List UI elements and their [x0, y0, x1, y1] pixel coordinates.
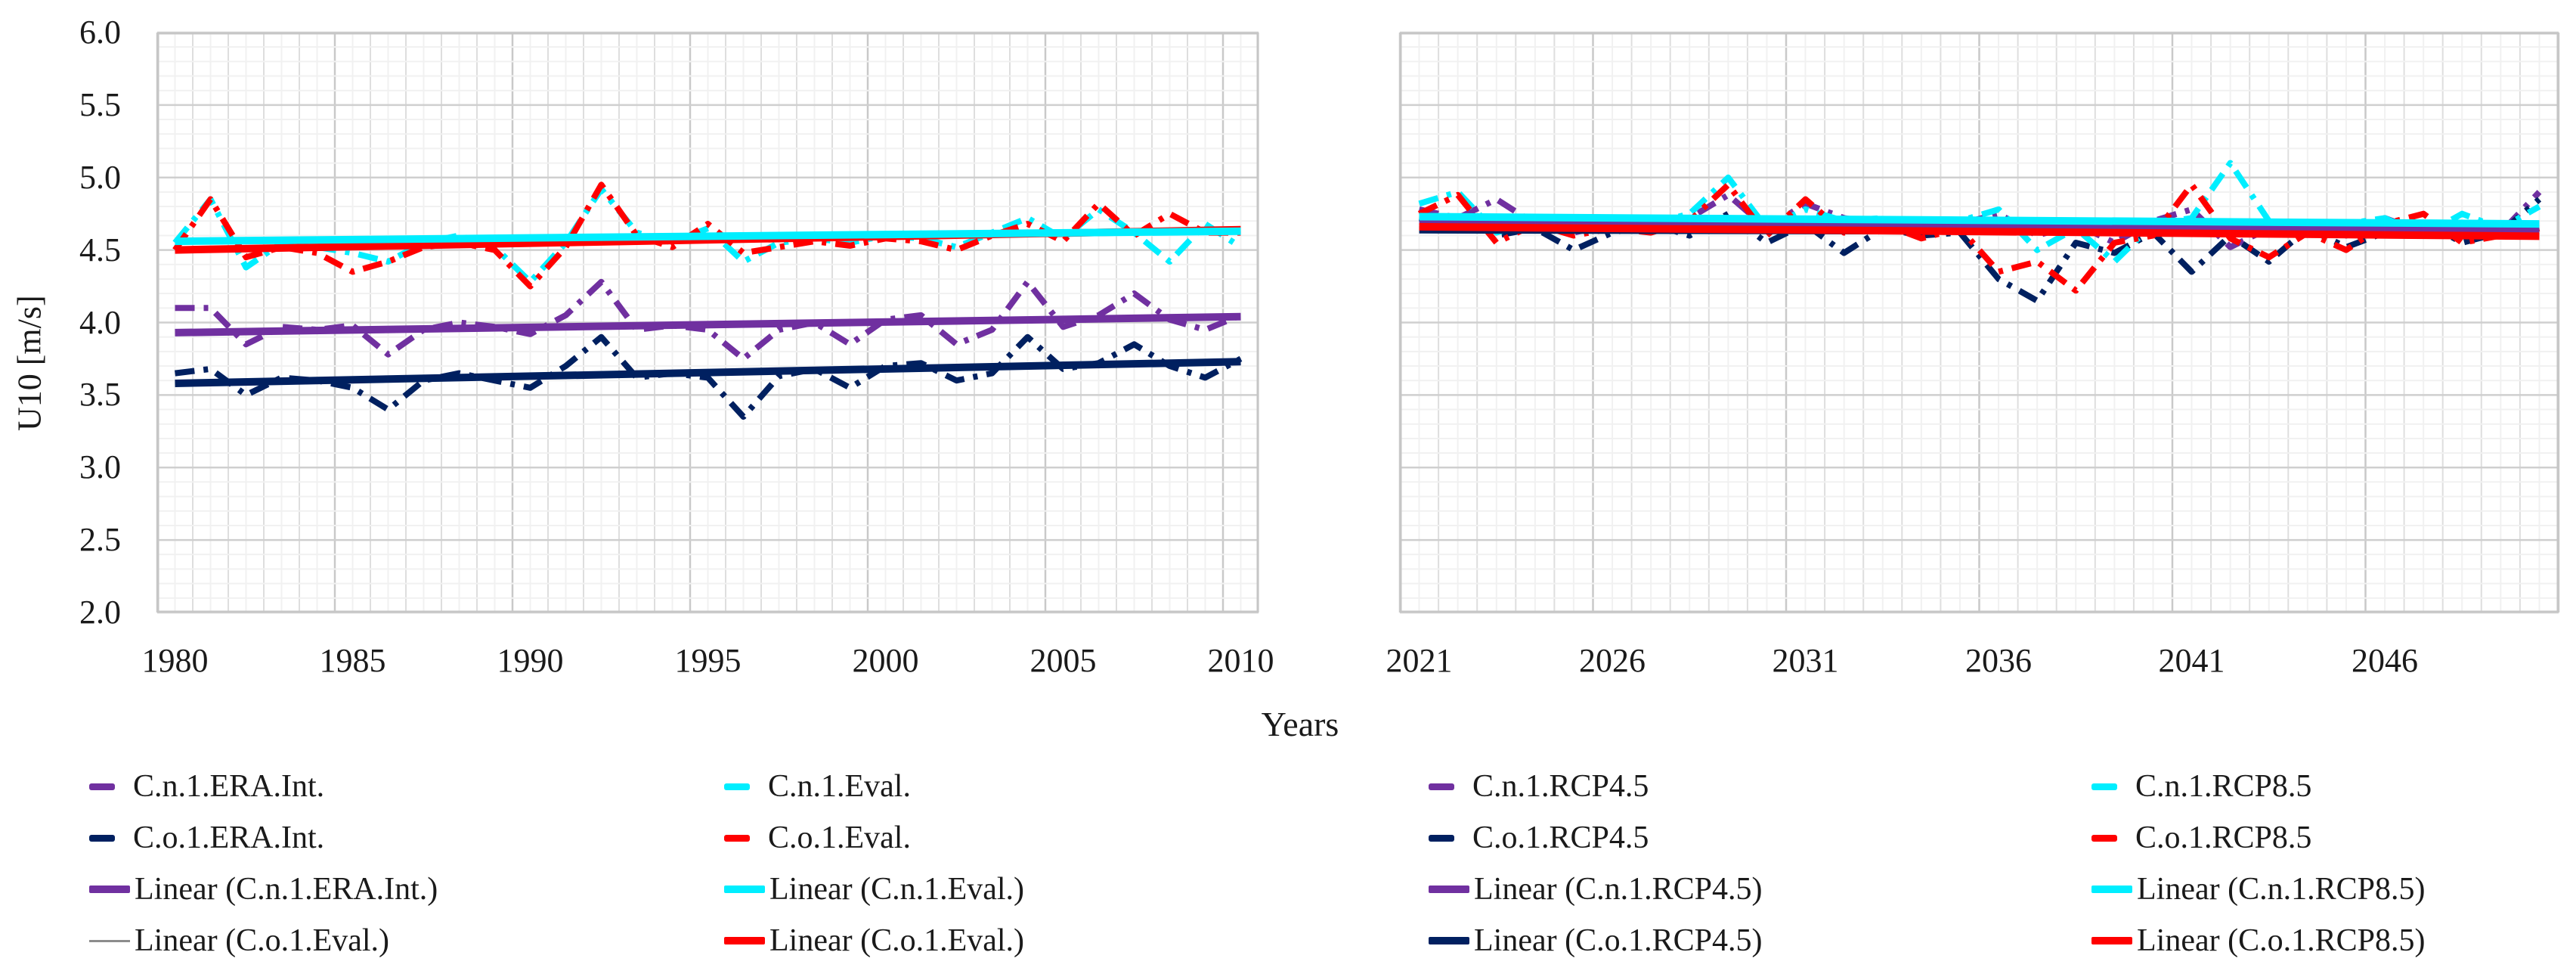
x-tick-label: 2031: [1772, 642, 1839, 679]
y-tick-label: 6.0: [79, 14, 121, 51]
legend-item: Linear (C.n.1.RCP4.5): [1429, 864, 2064, 915]
legend-swatch-dash: [2091, 834, 2117, 842]
x-tick-label: 1995: [674, 642, 742, 679]
legend-item: C.n.1.Eval.: [724, 761, 1359, 812]
legend-swatch-dash: [89, 783, 115, 790]
legend-label: Linear (C.o.1.RCP4.5): [1474, 923, 1763, 958]
legend-item: Linear (C.o.1.Eval.): [724, 915, 1359, 966]
legend-swatch-line: [1429, 886, 1469, 893]
legend-swatch-line: [2091, 937, 2132, 944]
x-tick-label: 1985: [319, 642, 386, 679]
series-line-c-n-1-eval-: [172, 186, 1243, 285]
x-tick-label: 2010: [1207, 642, 1274, 679]
series-line-c-o-1-rcp4-5: [1419, 197, 2542, 304]
legend-swatch-dash: [724, 783, 750, 790]
trendline-linear-c-n-1-eval-: [175, 227, 1241, 246]
legend-item: Linear (C.o.1.Eval.): [89, 915, 724, 966]
legend-item: Linear (C.n.1.Eval.): [724, 864, 1359, 915]
trendline-linear-c-n-1-rcp8-5-: [1419, 212, 2540, 228]
y-tick-label: 5.5: [79, 85, 121, 123]
legend-label: Linear (C.o.1.RCP8.5): [2137, 923, 2426, 958]
legend-swatch-dash: [2091, 783, 2117, 790]
legend-swatch-dash: [724, 834, 750, 842]
left-chart-canvas: [156, 31, 1259, 614]
legend-swatch-line: [1429, 937, 1469, 944]
x-tick-label: 2036: [1965, 642, 2033, 679]
legend-column: C.n.1.Eval. C.o.1.Eval. Linear (C.n.1.Eval…: [724, 761, 1359, 966]
y-tick-label: 5.0: [79, 158, 121, 196]
y-tick-label: 2.5: [79, 521, 121, 559]
legend-label: Linear (C.n.1.RCP8.5): [2137, 872, 2426, 907]
legend-item: Linear (C.o.1.RCP8.5): [2091, 915, 2576, 966]
chart-legend: C.n.1.ERA.Int. C.o.1.ERA.Int. Linear (C.n.…: [0, 761, 2576, 977]
x-tick-label: 2021: [1386, 642, 1453, 679]
trendline-linear-c-n-1-rcp4-5-: [1419, 218, 2540, 233]
legend-item: C.o.1.RCP8.5: [2091, 812, 2576, 864]
legend-swatch-thinline: [89, 939, 130, 942]
legend-label: Linear (C.n.1.RCP4.5): [1474, 872, 1763, 907]
trendline-linear-c-n-1-era-int-: [175, 312, 1241, 337]
y-tick-label: 3.5: [79, 376, 121, 414]
legend-label: C.n.1.ERA.Int.: [133, 769, 325, 804]
legend-label: C.o.1.Eval.: [768, 820, 911, 855]
legend-swatch-line: [724, 937, 765, 944]
legend-swatch-dash: [89, 834, 115, 842]
legend-label: C.n.1.Eval.: [768, 769, 911, 804]
legend-label: C.n.1.RCP4.5: [1472, 769, 1649, 804]
right-chart-plot-area: [1398, 31, 2560, 614]
legend-label: C.o.1.ERA.Int.: [133, 820, 325, 855]
legend-item: C.n.1.RCP8.5: [2091, 761, 2576, 812]
legend-swatch-dash: [1429, 783, 1454, 790]
x-tick-label: 2041: [2158, 642, 2225, 679]
legend-item: C.n.1.ERA.Int.: [89, 761, 724, 812]
legend-item: C.o.1.Eval.: [724, 812, 1359, 864]
x-tick-label: 2046: [2352, 642, 2419, 679]
legend-label: Linear (C.n.1.Eval.): [769, 872, 1025, 907]
x-tick-label: 2026: [1579, 642, 1646, 679]
legend-swatch-line: [724, 886, 765, 893]
legend-label: C.o.1.RCP8.5: [2135, 820, 2312, 855]
legend-label: C.n.1.RCP8.5: [2135, 769, 2312, 804]
legend-item: Linear (C.n.1.RCP8.5): [2091, 864, 2576, 915]
x-tick-label: 1980: [141, 642, 209, 679]
series-line-c-n-1-era-int-: [175, 278, 1243, 362]
y-tick-label: 2.0: [79, 594, 121, 631]
plot-border: [157, 33, 1259, 613]
legend-swatch-dash: [1429, 834, 1454, 842]
plot-border: [1400, 33, 2559, 613]
left-chart-plot-area: [156, 31, 1259, 614]
legend-item: Linear (C.o.1.RCP4.5): [1429, 915, 2064, 966]
legend-label: Linear (C.o.1.Eval.): [135, 923, 390, 958]
right-chart-canvas: [1398, 31, 2560, 614]
legend-item: C.o.1.RCP4.5: [1429, 812, 2064, 864]
legend-column: C.n.1.RCP8.5 C.o.1.RCP8.5 Linear (C.n.1.RC…: [2091, 761, 2576, 966]
legend-label: C.o.1.RCP4.5: [1472, 820, 1649, 855]
legend-column: C.n.1.ERA.Int. C.o.1.ERA.Int. Linear (C.n.…: [89, 761, 724, 966]
trendline-linear-c-o-1-rcp8-5-: [1419, 222, 2540, 240]
legend-label: Linear (C.o.1.Eval.): [769, 923, 1025, 958]
trendline-linear-c-o-1-era-int-: [175, 358, 1241, 387]
y-tick-label: 3.0: [79, 448, 121, 486]
legend-item: C.o.1.ERA.Int.: [89, 812, 724, 864]
legend-item: C.n.1.RCP4.5: [1429, 761, 2064, 812]
legend-swatch-line: [2091, 886, 2132, 893]
legend-item: Linear (C.n.1.ERA.Int.): [89, 864, 724, 915]
y-tick-label: 4.5: [79, 231, 121, 268]
x-tick-label: 2005: [1029, 642, 1097, 679]
y-tick-label: 4.0: [79, 303, 121, 341]
legend-label: Linear (C.n.1.ERA.Int.): [135, 872, 438, 907]
legend-swatch-line: [89, 886, 130, 893]
series-line-c-o-1-eval-: [172, 181, 1241, 290]
legend-column: C.n.1.RCP4.5 C.o.1.RCP4.5 Linear (C.n.1.RC…: [1429, 761, 2064, 966]
x-tick-label: 1990: [497, 642, 564, 679]
x-tick-label: 2000: [852, 642, 919, 679]
x-axis-title: Years: [1261, 705, 1339, 743]
